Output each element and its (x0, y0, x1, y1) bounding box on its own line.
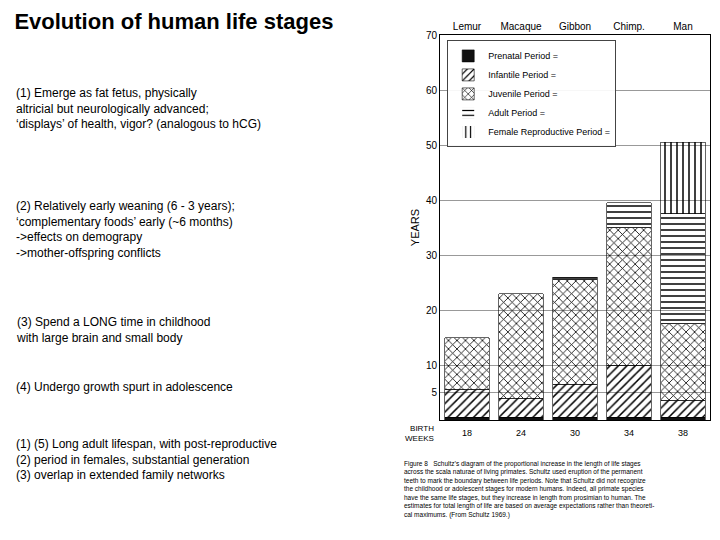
svg-text:(1) (5) Long adult lifespan, w: (1) (5) Long adult lifespan, with post-r… (16, 437, 277, 482)
svg-text:Evolution of human life stages: Evolution of human life stages (14, 9, 333, 34)
svg-text:Lemur: Lemur (453, 21, 482, 32)
svg-text:(3) Spend a LONG time in child: (3) Spend a LONG time in childhoodwith l… (16, 315, 210, 345)
svg-text:(2) Relatively early weaning (: (2) Relatively early weaning (6 - 3 year… (16, 199, 235, 260)
svg-text:Gibbon: Gibbon (559, 21, 591, 32)
svg-text:Man: Man (673, 21, 692, 32)
svg-text:Juvenile Period =: Juvenile Period = (488, 89, 557, 99)
svg-text:18: 18 (462, 428, 472, 438)
svg-text:30: 30 (570, 428, 580, 438)
svg-text:Figure 8 Schultz’s diagram o: Figure 8 Schultz’s diagram of the propor… (404, 460, 654, 519)
svg-text:BIRTHWEEKS: BIRTHWEEKS (405, 424, 434, 443)
svg-text:70: 70 (426, 30, 438, 41)
svg-text:10: 10 (426, 360, 438, 371)
svg-text:38: 38 (678, 428, 688, 438)
svg-text:(4) Undergo growth spurt in ad: (4) Undergo growth spurt in adolescence (16, 380, 233, 394)
svg-text:Female Reproductive Period =: Female Reproductive Period = (488, 127, 610, 137)
svg-text:20: 20 (426, 305, 438, 316)
svg-text:50: 50 (426, 140, 438, 151)
svg-text:Macaque: Macaque (500, 21, 542, 32)
svg-text:Infantile Period =: Infantile Period = (488, 70, 556, 80)
svg-text:40: 40 (426, 195, 438, 206)
svg-text:Chimp.: Chimp. (613, 21, 645, 32)
svg-text:34: 34 (624, 428, 634, 438)
svg-text:YEARS: YEARS (409, 209, 421, 246)
svg-text:Adult Period =: Adult Period = (488, 108, 545, 118)
svg-text:Prenatal Period =: Prenatal Period = (488, 51, 558, 61)
svg-text:(1) Emerge as fat fetus, physi: (1) Emerge as fat fetus, physicallyaltri… (16, 86, 261, 131)
svg-text:30: 30 (426, 250, 438, 261)
svg-text:60: 60 (426, 85, 438, 96)
svg-text:5: 5 (431, 387, 437, 398)
svg-text:24: 24 (516, 428, 526, 438)
